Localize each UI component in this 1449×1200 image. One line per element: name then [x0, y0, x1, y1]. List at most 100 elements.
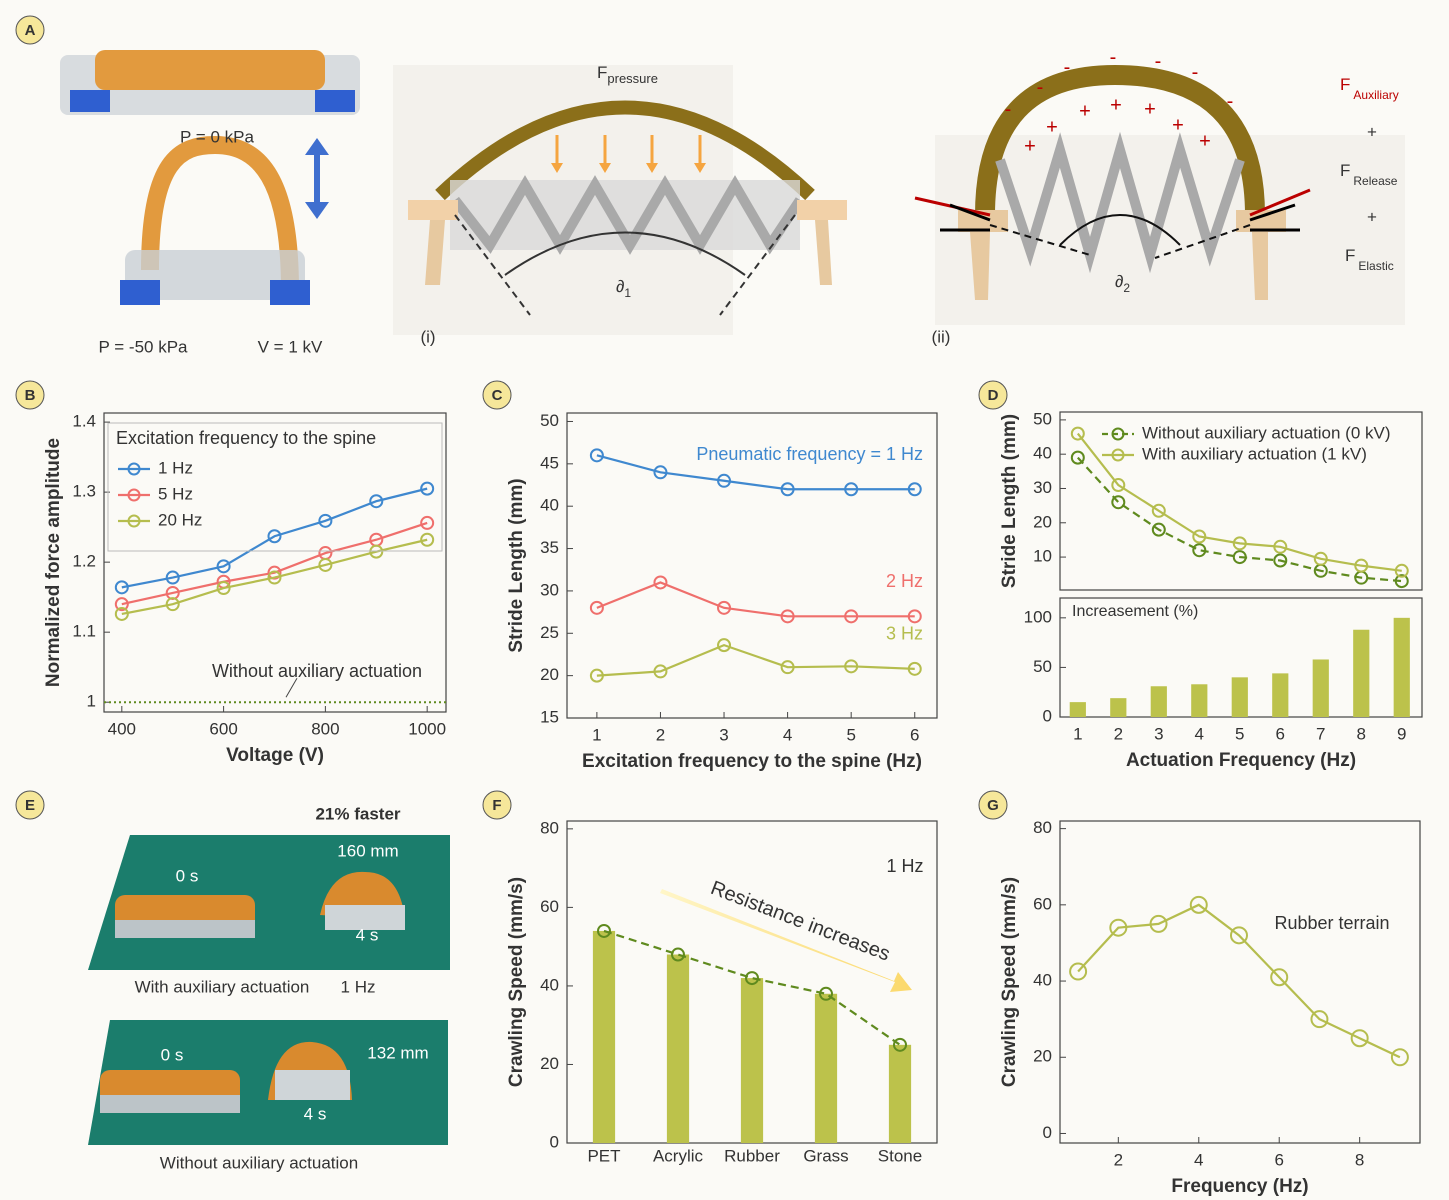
force-subscript: Release [1353, 174, 1397, 188]
bar [1232, 677, 1248, 717]
bar [741, 978, 763, 1143]
x-tick-label: Acrylic [653, 1146, 704, 1165]
y-tick-label: 40 [540, 496, 559, 515]
plus-sign: + [1079, 100, 1091, 122]
bar [1191, 684, 1207, 717]
distance-label: 132 mm [367, 1043, 428, 1062]
plus-sign: + [1110, 94, 1122, 116]
photo-caption: With auxiliary actuation [135, 977, 310, 996]
y-tick-label: 35 [540, 538, 559, 557]
minus-sign: - [1192, 61, 1199, 83]
bar [1313, 659, 1329, 717]
y-tick-label: 45 [540, 453, 559, 472]
y-tick-label: 1.4 [72, 412, 96, 431]
diagram-label: (i) [420, 327, 435, 346]
panel-label: G [987, 797, 999, 814]
force-symbol: F [597, 63, 607, 82]
figure: Fpressure ∂1 -------+++++++ ∂2 FAuxiliar… [0, 0, 1449, 1200]
plus-sign: + [1024, 135, 1036, 157]
angle-subscript: 1 [624, 286, 631, 300]
panel-label: F [492, 797, 501, 814]
x-tick-label: 4 [783, 725, 792, 744]
minus-sign: - [1005, 98, 1012, 120]
x-axis-label: Voltage (V) [226, 745, 324, 766]
y-tick-label: 40 [1033, 971, 1052, 990]
y-tick-label: 50 [1033, 409, 1052, 428]
bar [815, 994, 837, 1143]
minus-sign: - [1227, 90, 1234, 112]
x-axis-label: Frequency (Hz) [1171, 1176, 1308, 1197]
x-tick-label: 3 [1154, 724, 1163, 743]
legend-label: Without auxiliary actuation (0 kV) [1142, 423, 1391, 442]
y-tick-label: 20 [1033, 512, 1052, 531]
x-tick-label: 800 [311, 719, 339, 738]
annotation: 1 Hz [886, 856, 923, 876]
force-subscript: Auxiliary [1353, 88, 1398, 102]
x-tick-label: 8 [1357, 724, 1366, 743]
distance-label: 160 mm [337, 841, 398, 860]
bar [1353, 630, 1369, 717]
diagram-label: (ii) [932, 327, 951, 346]
force-subscript: pressure [607, 71, 658, 86]
time-label: 4 s [356, 925, 379, 944]
x-axis-label: Actuation Frequency (Hz) [1126, 750, 1356, 771]
plus-sign: + [1367, 207, 1377, 226]
minus-sign: - [1155, 50, 1162, 72]
bar [889, 1045, 911, 1143]
series-label: Pneumatic frequency = 1 Hz [696, 444, 923, 464]
legend-label: With auxiliary actuation (1 kV) [1142, 444, 1367, 463]
x-tick-label: 2 [1114, 1150, 1123, 1169]
x-tick-label: 1 [1073, 724, 1082, 743]
minus-sign: - [1037, 76, 1044, 98]
x-tick-label: 1000 [408, 719, 446, 738]
y-tick-label: 50 [540, 411, 559, 430]
y-tick-label: 30 [1033, 478, 1052, 497]
y-tick-label: 20 [540, 665, 559, 684]
panel-label: C [492, 387, 503, 404]
y-tick-label: 30 [540, 580, 559, 599]
x-tick-label: Stone [878, 1146, 922, 1165]
x-tick-label: 400 [108, 719, 136, 738]
force-symbol: F [1340, 75, 1350, 94]
bar [1272, 673, 1288, 717]
y-tick-label: 20 [1033, 1047, 1052, 1066]
panel-label: D [988, 387, 999, 404]
y-tick-label: 100 [1024, 607, 1052, 626]
y-tick-label: 40 [1033, 444, 1052, 463]
x-tick-label: 6 [910, 725, 919, 744]
x-axis-label: Excitation frequency to the spine (Hz) [582, 751, 922, 772]
x-tick-label: PET [587, 1146, 620, 1165]
plus-sign: + [1172, 114, 1184, 136]
panel-label: E [25, 797, 35, 814]
y-tick-label: 0 [1043, 1123, 1052, 1142]
y-tick-label: 0 [550, 1132, 559, 1151]
x-tick-label: 6 [1276, 724, 1285, 743]
headline: 21% faster [315, 804, 400, 823]
time-label: 0 s [176, 866, 199, 885]
x-tick-label: 5 [1235, 724, 1244, 743]
photo-caption: 1 Hz [341, 977, 376, 996]
x-tick-label: 2 [1114, 724, 1123, 743]
x-tick-label: 4 [1194, 1150, 1203, 1169]
legend-label: 1 Hz [158, 458, 193, 477]
photo-caption: P = -50 kPa [99, 337, 189, 356]
x-tick-label: 7 [1316, 724, 1325, 743]
minus-sign: - [1064, 56, 1071, 78]
chart-title: Increasement (%) [1072, 603, 1198, 620]
y-tick-label: 1 [87, 692, 96, 711]
y-axis-label: Stride Length (mm) [506, 478, 527, 652]
y-tick-label: 1.1 [72, 622, 96, 641]
angle-symbol: ∂ [616, 277, 624, 296]
y-tick-label: 10 [1033, 547, 1052, 566]
series-label: 2 Hz [886, 571, 923, 591]
annotation: Rubber terrain [1274, 913, 1389, 933]
x-tick-label: 3 [719, 725, 728, 744]
x-tick-label: 2 [656, 725, 665, 744]
y-tick-label: 60 [540, 897, 559, 916]
bar [1151, 686, 1167, 717]
y-tick-label: 15 [540, 707, 559, 726]
x-tick-label: 600 [209, 719, 237, 738]
y-axis-label: Crawling Speed (mm/s) [506, 877, 527, 1087]
minus-sign: - [1110, 46, 1117, 68]
x-tick-label: Grass [803, 1146, 848, 1165]
